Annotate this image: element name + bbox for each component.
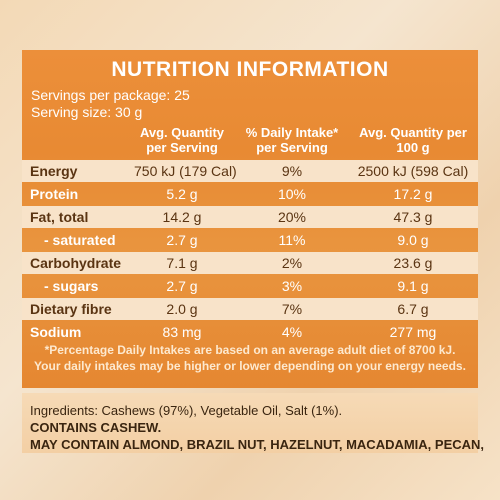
daily-intake-value: 20%: [277, 209, 307, 225]
row-label: - sugars: [44, 278, 99, 294]
servings-per-package: Servings per package: 25: [31, 87, 190, 103]
table-row: Dietary fibre 2.0 g 7% 6.7 g: [22, 298, 478, 320]
allergen-contains: CONTAINS CASHEW.: [30, 420, 162, 435]
row-label: - saturated: [44, 232, 116, 248]
column-header-avg-serving: Avg. Quantity per Serving: [139, 125, 225, 155]
nutrition-panel: NUTRITION INFORMATION Servings per packa…: [22, 50, 478, 388]
table-row: Carbohydrate 7.1 g 2% 23.6 g: [22, 252, 478, 274]
per-serving-value: 2.7 g: [166, 278, 198, 294]
ingredients-panel: Ingredients: Cashews (97%), Vegetable Oi…: [22, 393, 484, 453]
footnote-line: Your daily intakes may be higher or lowe…: [34, 359, 466, 373]
nutrition-table: Energy 750 kJ (179 Cal) 9% 2500 kJ (598 …: [22, 160, 478, 344]
per-serving-value: 750 kJ (179 Cal): [134, 163, 237, 179]
table-row: Protein 5.2 g 10% 17.2 g: [22, 183, 478, 205]
per-serving-value: 2.7 g: [166, 232, 198, 248]
daily-intake-value: 4%: [281, 324, 303, 340]
table-row: - saturated 2.7 g 11% 9.0 g: [22, 229, 478, 251]
serving-size: Serving size: 30 g: [31, 104, 143, 120]
column-header-daily-intake: % Daily Intake* per Serving: [245, 125, 339, 155]
daily-intake-value: 10%: [277, 186, 307, 202]
panel-title: NUTRITION INFORMATION: [111, 58, 389, 81]
daily-intake-value: 3%: [281, 278, 303, 294]
allergen-may-contain: MAY CONTAIN ALMOND, BRAZIL NUT, HAZELNUT…: [30, 437, 485, 452]
daily-intake-value: 9%: [281, 163, 303, 179]
per-serving-value: 5.2 g: [166, 186, 198, 202]
table-row: Energy 750 kJ (179 Cal) 9% 2500 kJ (598 …: [22, 160, 478, 182]
per-100g-value: 2500 kJ (598 Cal): [357, 163, 469, 179]
row-label: Protein: [30, 186, 79, 202]
per-100g-value: 9.0 g: [397, 232, 429, 248]
daily-intake-footnote: *Percentage Daily Intakes are based on a…: [30, 342, 470, 374]
table-row: Sodium 83 mg 4% 277 mg: [22, 321, 478, 343]
row-label: Dietary fibre: [30, 301, 112, 317]
row-label: Sodium: [30, 324, 82, 340]
table-row: Fat, total 14.2 g 20% 47.3 g: [22, 206, 478, 228]
daily-intake-value: 2%: [281, 255, 303, 271]
ingredients-list: Ingredients: Cashews (97%), Vegetable Oi…: [30, 403, 343, 418]
per-100g-value: 17.2 g: [393, 186, 433, 202]
per-serving-value: 83 mg: [162, 324, 202, 340]
column-header-avg-100g: Avg. Quantity per 100 g: [359, 125, 467, 155]
per-serving-value: 2.0 g: [166, 301, 198, 317]
daily-intake-value: 11%: [278, 232, 306, 248]
daily-intake-value: 7%: [281, 301, 303, 317]
per-100g-value: 47.3 g: [393, 209, 433, 225]
row-label: Carbohydrate: [30, 255, 122, 271]
per-100g-value: 23.6 g: [393, 255, 433, 271]
per-serving-value: 7.1 g: [166, 255, 198, 271]
per-100g-value: 9.1 g: [397, 278, 429, 294]
row-label: Fat, total: [30, 209, 89, 225]
per-100g-value: 6.7 g: [397, 301, 429, 317]
footnote-line: *Percentage Daily Intakes are based on a…: [44, 343, 456, 357]
row-label: Energy: [30, 163, 78, 179]
table-row: - sugars 2.7 g 3% 9.1 g: [22, 275, 478, 297]
per-serving-value: 14.2 g: [162, 209, 202, 225]
per-100g-value: 277 mg: [389, 324, 437, 340]
